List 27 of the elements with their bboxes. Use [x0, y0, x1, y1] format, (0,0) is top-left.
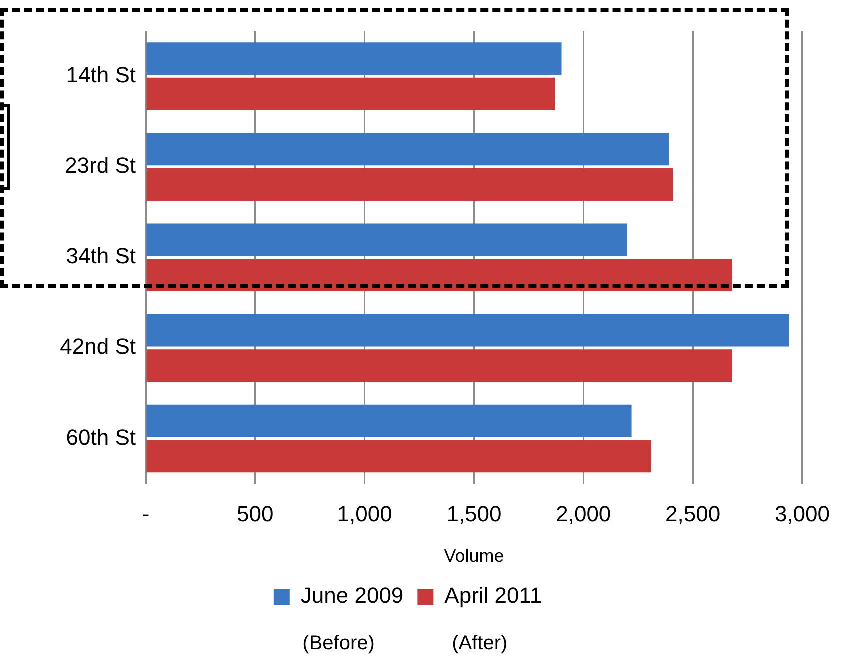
bar: [146, 440, 652, 473]
text: (After): [452, 632, 508, 655]
x-tick-label: 2,000: [556, 501, 612, 526]
x-tick-label: 1,500: [446, 501, 502, 526]
bar: [146, 133, 669, 166]
bar: [146, 42, 562, 76]
y-tick-label: 60th St: [66, 424, 136, 450]
x-tick-label: 1,000: [337, 501, 392, 526]
text: (Before): [302, 632, 375, 655]
y-tick-label: 42nd St: [60, 334, 136, 360]
bar: [146, 350, 732, 382]
x-tick-label: 3,000: [774, 501, 830, 526]
y-tick-label: 14th St: [66, 62, 136, 88]
bar: [146, 168, 674, 201]
x-tick-label: 2,500: [666, 501, 721, 526]
y-tick-label: 23rd St: [65, 153, 136, 178]
bar: [146, 78, 556, 110]
y-tick-label: 34th St: [66, 244, 136, 269]
x-tick-label: 500: [237, 501, 274, 526]
x-tick-label: -: [142, 501, 150, 526]
legend-label: June 2009: [300, 583, 404, 608]
bar: [146, 314, 790, 347]
bar: [146, 404, 632, 438]
legend-label: April 2011: [444, 583, 542, 608]
bar: [146, 224, 628, 256]
x-axis-title: Volume: [444, 546, 504, 566]
bar: [146, 259, 732, 292]
